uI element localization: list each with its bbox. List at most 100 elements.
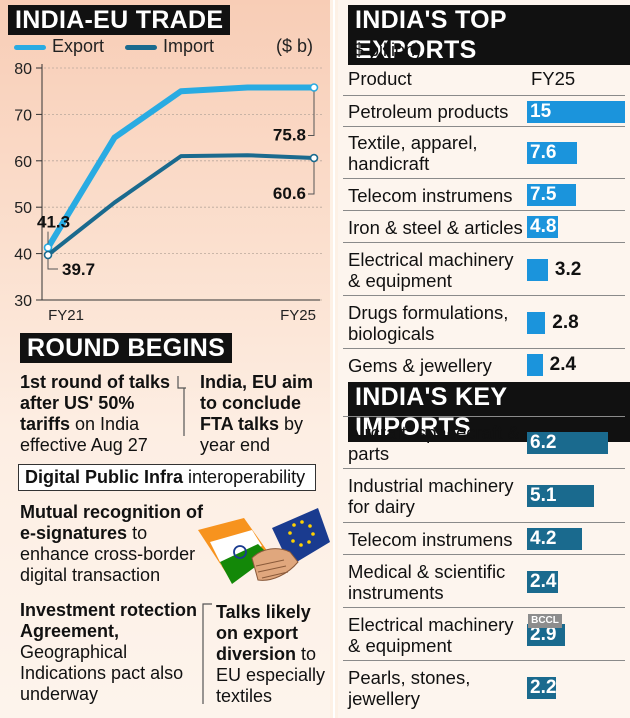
bracket-connector-3 [202, 603, 212, 624]
value-label: 2.2 [530, 677, 557, 698]
row-label: Medical & scientific instruments [348, 560, 506, 603]
round-point-1-bold: 1st round of talks after US' 50% tariffs [20, 372, 171, 434]
value-bar [527, 528, 582, 550]
imports-row: Aircraft, spacecraft & parts 6.2 [343, 416, 625, 469]
trade-title: INDIA-EU TRADE [8, 5, 231, 35]
value-bar [527, 258, 548, 281]
value-label: 6.2 [530, 432, 557, 453]
y-tick-label-50: 50 [14, 200, 32, 217]
value-label: 4.2 [530, 528, 557, 549]
exports-title: INDIA'S TOP EXPORTS [348, 5, 630, 65]
exports-row: Textile, apparel, handicraft 7.6 [343, 126, 625, 179]
exports-row: Iron & steel & articles 4.8 [343, 210, 625, 243]
value-bar [527, 485, 594, 507]
round-point-6-bold: Talks likely on export diversion [216, 602, 311, 664]
round-title: ROUND BEGINS [20, 333, 233, 363]
value-label: 7.5 [530, 184, 557, 205]
round-point-5-rest: Geographical Indications pact also under… [20, 642, 184, 704]
round-point-1: 1st round of talks after US' 50% tariffs… [20, 372, 180, 456]
handshake-illustration-icon [198, 508, 330, 584]
import-swatch-icon [125, 44, 157, 50]
row-label: Petroleum products [348, 101, 509, 122]
chart-unit: ($ b) [276, 36, 314, 56]
value-label: 2.4 [549, 354, 577, 375]
bracket-connector-4 [202, 624, 204, 704]
row-label: Telecom instrumens [348, 528, 513, 550]
y-tick-label-40: 40 [14, 247, 32, 264]
y-tick-label-60: 60 [14, 154, 32, 171]
value-bar [527, 216, 559, 238]
round-point-5-bold: Investment rotection Agreement, [20, 600, 198, 641]
round-point-6: Talks likely on export diversion to EU e… [216, 602, 330, 707]
column-divider [333, 0, 335, 718]
row-label: Aircraft, spacecraft & parts [348, 422, 520, 464]
value-bar [527, 142, 577, 164]
y-tick-label-80: 80 [14, 61, 32, 78]
y-tick-label-30: 30 [14, 293, 32, 310]
value-label: 15 [530, 100, 552, 122]
value-bar [527, 100, 625, 123]
row-label: Electrical machinery & equipment [348, 613, 514, 656]
label-export-start: 41.3 [37, 213, 70, 232]
value-label: 7.6 [530, 142, 557, 163]
point-export-4 [309, 83, 319, 92]
bracket-connector-2 [183, 388, 185, 436]
round-point-4-rest: to enhance cross-border digital transact… [20, 523, 196, 585]
value-label: 2.8 [552, 311, 579, 333]
exports-unit: ($ billion) [348, 40, 422, 60]
round-point-3-bold: Digital Public Infra [25, 467, 184, 487]
point-export-0 [43, 243, 53, 252]
imports-row: Electrical machinery & equipment 2.9 [343, 607, 625, 661]
value-bar [527, 184, 576, 206]
series-line-export [45, 84, 317, 251]
round-point-6-rest: to EU especially textiles [216, 644, 326, 706]
digital-infra-box: Digital Public Infra interoperability [18, 464, 316, 491]
x-tick-label-start: FY21 [48, 307, 84, 324]
round-point-3: Digital Public Infra interoperability [25, 467, 305, 488]
round-point-2-bold: India, EU aim to conclude FTA talks [200, 372, 314, 434]
round-point-4-bold: Mutual recognition of e-signatures [20, 502, 203, 543]
exports-row: Drugs formulations, biologicals 2.8 [343, 295, 625, 349]
series-line-import [46, 153, 316, 257]
row-label: Iron & steel & articles [348, 216, 523, 238]
exports-row: Telecom instrumens 7.5 [343, 178, 625, 211]
round-point-2-rest: by year end [200, 414, 304, 455]
value-label: 4.8 [530, 216, 557, 237]
value-label: 3.2 [554, 258, 582, 280]
value-label: 5.1 [530, 485, 557, 506]
trade-line-chart: 30 40 50 60 70 80 FY21 FY25 41.3 39.7 75.8 60.6 [14, 61, 322, 324]
exports-row: Gems & jewellery 2.4 [343, 348, 625, 381]
round-point-5: Investment rotection Agreement, Geograph… [20, 600, 205, 705]
row-label: Drugs formulations, biologicals [348, 301, 509, 344]
imports-row: Industrial machinery for dairy 5.1 [343, 468, 625, 523]
exports-row: Electrical machinery & equipment 3.2 [343, 242, 625, 296]
exports-col-year: FY25 [531, 68, 576, 89]
value-bar [527, 311, 546, 334]
legend-export-label: Export [52, 36, 105, 56]
value-bar [527, 354, 543, 376]
label-export-end: 75.8 [273, 125, 306, 144]
round-point-3-rest: interoperability [188, 467, 306, 487]
y-tick-label-70: 70 [14, 107, 32, 124]
export-swatch-icon [14, 44, 46, 50]
legend-export: Export [14, 36, 104, 57]
leader-export-end [308, 91, 315, 136]
row-label: Pearls, stones, jewellery [348, 667, 471, 709]
value-bar [527, 570, 559, 593]
value-label: 2.4 [530, 570, 557, 592]
round-point-2: India, EU aim to conclude FTA talks by y… [200, 372, 324, 456]
imports-row: Medical & scientific instruments 2.4 [343, 554, 625, 608]
point-import-0 [43, 250, 53, 260]
legend-import: Import [125, 36, 214, 57]
exports-row: Petroleum products 15 [343, 95, 625, 127]
row-label: Industrial machinery for dairy [348, 475, 514, 517]
value-bar [527, 677, 556, 699]
value-label: 2.9 [530, 623, 557, 645]
round-point-1-rest: on India effective Aug 27 [20, 414, 148, 455]
bracket-connector-1 [177, 376, 186, 389]
leader-import-end [308, 162, 315, 195]
watermark-badge: BCCL [528, 614, 562, 628]
imports-row: Telecom instrumens 4.2 [343, 522, 625, 555]
point-import-4 [309, 153, 319, 163]
row-label: Gems & jewellery [348, 354, 492, 376]
